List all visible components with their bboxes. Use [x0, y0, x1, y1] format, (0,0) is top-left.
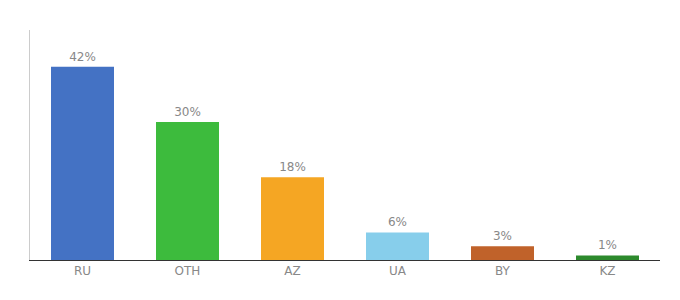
svg-text:KZ: KZ	[599, 264, 615, 278]
svg-text:18%: 18%	[279, 160, 306, 174]
svg-text:30%: 30%	[174, 105, 201, 119]
svg-text:6%: 6%	[388, 215, 407, 229]
svg-text:RU: RU	[74, 264, 91, 278]
svg-text:1%: 1%	[598, 238, 617, 252]
svg-text:42%: 42%	[69, 50, 96, 64]
svg-text:BY: BY	[495, 264, 511, 278]
svg-text:AZ: AZ	[284, 264, 300, 278]
svg-text:OTH: OTH	[175, 264, 201, 278]
svg-text:3%: 3%	[493, 229, 512, 243]
svg-text:UA: UA	[389, 264, 407, 278]
